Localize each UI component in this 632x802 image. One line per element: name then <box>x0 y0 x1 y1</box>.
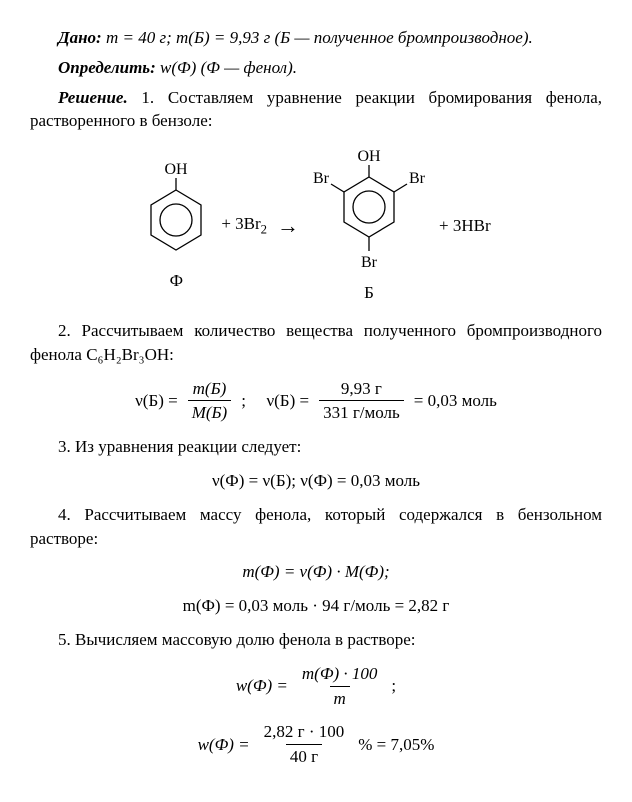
phenol-label: Ф <box>170 269 183 293</box>
reaction-arrow: → <box>277 211 299 242</box>
step2-text: 2. Рассчитываем количество вещества полу… <box>30 319 602 367</box>
f5a-lhs: w(Ф) = <box>236 674 288 698</box>
plus-3hbr: + 3HBr <box>439 214 491 238</box>
plus-3br2: + 3Br2 <box>221 212 267 239</box>
step4-text: 4. Рассчитываем массу фенола, который со… <box>30 503 602 551</box>
formula5b: w(Ф) = 2,82 г · 100 40 г % = 7,05% <box>30 720 602 769</box>
solution-line: Решение. 1. Составляем уравнение реакции… <box>30 86 602 134</box>
phenol-molecule: OH Ф <box>141 160 211 293</box>
svg-text:Br: Br <box>361 254 378 271</box>
f2-result: = 0,03 моль <box>414 389 497 413</box>
f5b-frac: 2,82 г · 100 40 г <box>260 720 349 769</box>
reaction-diagram: OH Ф + 3Br2 → OH Br Br Br Б + 3HBr <box>30 147 602 305</box>
f5b-tail: % = 7,05% <box>358 733 434 757</box>
f2-frac1: m(Б) M(Б) <box>188 377 232 426</box>
given-label: Дано: <box>58 28 102 47</box>
tribromophenol-svg: OH Br Br Br <box>309 147 429 277</box>
determine-line: Определить: w(Ф) (Ф — фенол). <box>30 56 602 80</box>
tribromophenol-molecule: OH Br Br Br Б <box>309 147 429 305</box>
step3-text: 3. Из уравнения реакции следует: <box>30 435 602 459</box>
formula5a: w(Ф) = m(Ф) · 100 m ; <box>30 662 602 711</box>
formula4a: m(Ф) = ν(Ф) · M(Ф); <box>30 560 602 584</box>
phenol-svg: OH <box>141 160 211 265</box>
f2-frac2: 9,93 г 331 г/моль <box>319 377 404 426</box>
determine-label: Определить: <box>58 58 156 77</box>
formula3: ν(Ф) = ν(Б); ν(Ф) = 0,03 моль <box>30 469 602 493</box>
svg-text:Br: Br <box>409 170 426 187</box>
formula2: ν(Б) = m(Б) M(Б) ; ν(Б) = 9,93 г 331 г/м… <box>30 377 602 426</box>
given-body: m = 40 г; m(Б) = 9,93 г (Б — полученное … <box>102 28 533 47</box>
formula4b: m(Ф) = 0,03 моль · 94 г/моль = 2,82 г <box>30 594 602 618</box>
svg-text:OH: OH <box>357 148 381 165</box>
solution-label: Решение. <box>58 88 128 107</box>
f5a-frac: m(Ф) · 100 m <box>298 662 382 711</box>
step5-text: 5. Вычисляем массовую долю фенола в раст… <box>30 628 602 652</box>
determine-body: w(Ф) (Ф — фенол). <box>156 58 297 77</box>
f5b-lhs: w(Ф) = <box>198 733 250 757</box>
tribromo-label: Б <box>364 281 374 305</box>
svg-text:OH: OH <box>165 161 189 178</box>
f2-nu-eq: ν(Б) = <box>135 389 178 413</box>
given-line: Дано: m = 40 г; m(Б) = 9,93 г (Б — получ… <box>30 26 602 50</box>
f2-nu-eq2: ν(Б) = <box>266 389 309 413</box>
svg-text:Br: Br <box>313 170 330 187</box>
